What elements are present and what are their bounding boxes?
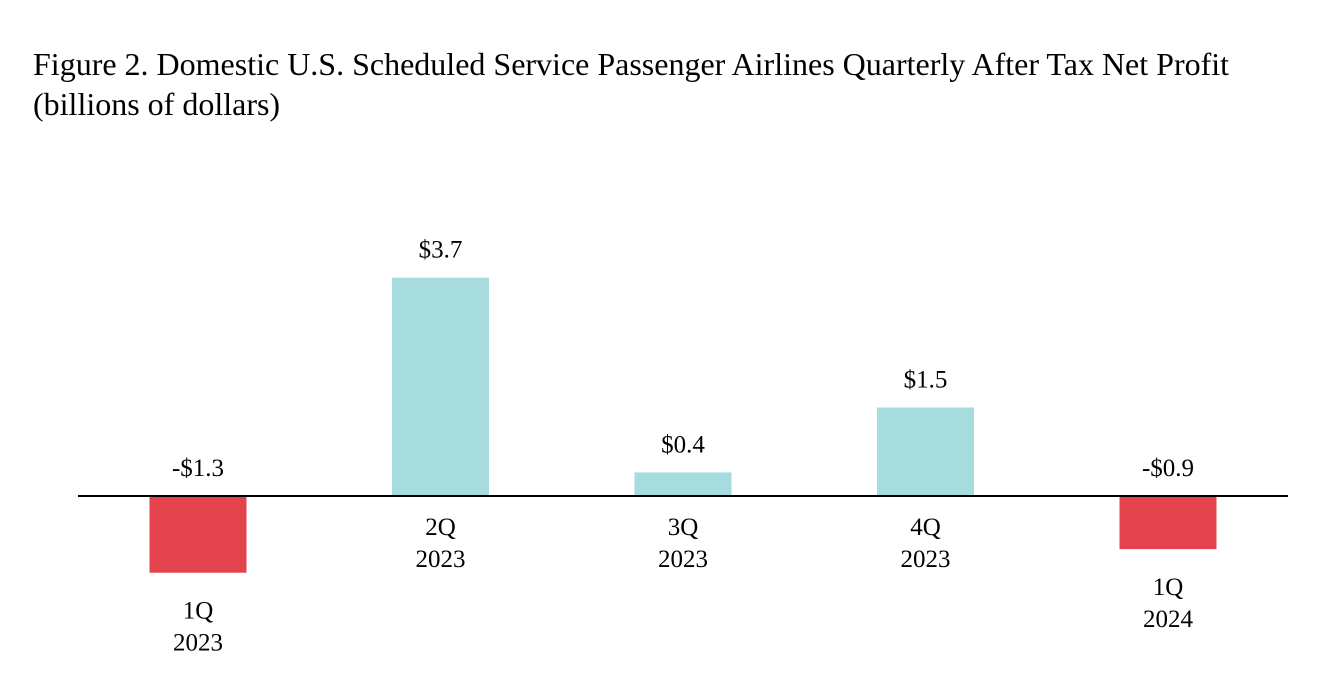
category-label-4-line-2: 2023 bbox=[901, 546, 951, 573]
bar-2 bbox=[392, 277, 489, 496]
chart-title-line-2: (billions of dollars) bbox=[33, 86, 281, 122]
category-label-3-line-2: 2023 bbox=[658, 546, 708, 573]
chart-title: Figure 2. Domestic U.S. Scheduled Servic… bbox=[33, 44, 1323, 124]
category-label-2-line-2: 2023 bbox=[416, 546, 466, 573]
bar-3 bbox=[634, 472, 732, 496]
bar-4 bbox=[877, 407, 974, 496]
data-label-4: $1.5 bbox=[904, 367, 948, 394]
data-label-2: $3.7 bbox=[419, 237, 463, 264]
data-label-1: -$1.3 bbox=[172, 455, 224, 482]
category-label-2-line-1: 2Q bbox=[425, 514, 456, 541]
data-label-3: $0.4 bbox=[661, 431, 705, 458]
bar-5 bbox=[1119, 496, 1217, 550]
category-label-5-line-2: 2024 bbox=[1143, 606, 1194, 633]
data-label-5: -$0.9 bbox=[1142, 455, 1194, 482]
category-label-1-line-1: 1Q bbox=[183, 598, 214, 625]
chart-title-line-1: Figure 2. Domestic U.S. Scheduled Servic… bbox=[33, 46, 1230, 82]
category-label-3-line-1: 3Q bbox=[668, 514, 699, 541]
category-label-1-line-2: 2023 bbox=[173, 630, 223, 657]
category-label-4-line-1: 4Q bbox=[910, 514, 941, 541]
bar-1 bbox=[149, 496, 247, 573]
category-label-5-line-1: 1Q bbox=[1153, 574, 1184, 601]
